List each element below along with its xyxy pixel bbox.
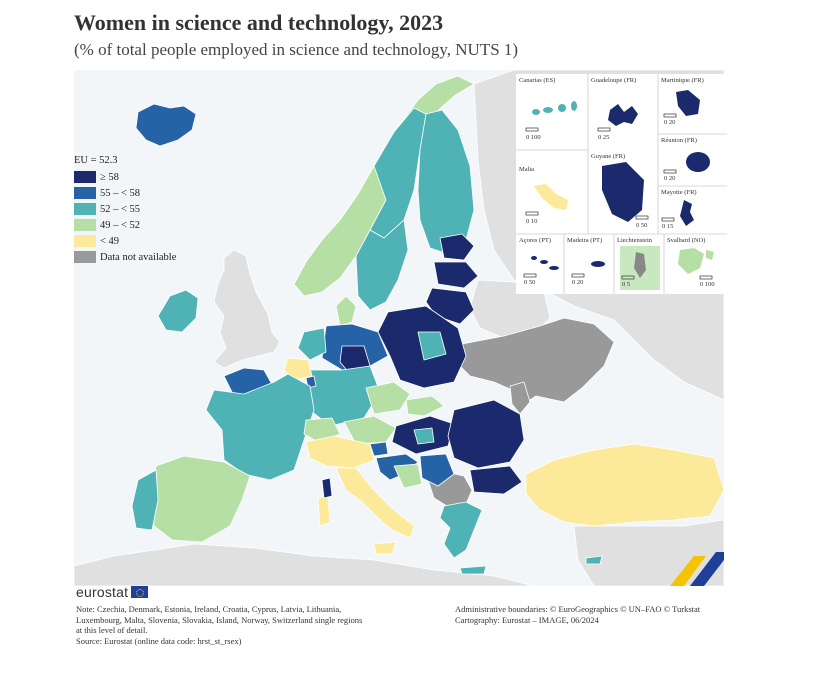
region-greece [439,501,483,559]
legend-swatch [74,251,96,263]
region-romania [447,399,525,469]
region-france [205,373,315,481]
map-legend: EU = 52.3 ≥ 58 55 – < 58 52 – < 55 49 – … [74,155,176,265]
legend-item: 49 – < 52 [74,217,176,233]
legend-label: 52 – < 55 [100,203,141,215]
legend-swatch [74,203,96,215]
cartography-credits: Administrative boundaries: © EuroGeograp… [455,604,701,625]
region-spain [151,455,251,543]
legend-label: 49 – < 52 [100,219,141,231]
legend-swatch [74,187,96,199]
region-sweden-south [355,219,409,311]
region-slovenia [369,441,389,457]
decor-yellow-stripe [670,556,706,586]
legend-item: 52 – < 55 [74,201,176,217]
region-netherlands [297,327,327,361]
page-title: Women in science and technology, 2023 [74,10,444,35]
legend-swatch [74,171,96,183]
legend-item: ≥ 58 [74,169,176,185]
region-estonia [439,233,475,261]
region-cyprus [585,555,603,565]
region-denmark [335,295,357,327]
legend-label: Data not available [100,251,177,263]
region-finland [417,109,475,255]
region-belgium [283,357,313,381]
region-sweden-north [369,107,427,239]
region-bulgaria [469,465,523,495]
region-corsica [321,477,333,499]
region-sicily [373,541,397,555]
legend-label: ≥ 58 [100,171,119,183]
region-portugal [131,469,159,531]
legend-item: < 49 [74,233,176,249]
region-latvia [433,261,479,289]
legend-swatch [74,219,96,231]
inset-reunion: Réunion (FR) 0 20 [658,134,727,186]
legend-label: < 49 [100,235,120,247]
legend-swatch [74,235,96,247]
region-moldova [509,381,531,415]
region-sardinia [317,495,331,527]
region-iceland [135,103,197,147]
region-uk [213,249,281,369]
region-italy [335,467,415,539]
region-ireland [157,289,199,333]
eu-flag-icon [131,586,149,598]
inset-liechtenstein: Liechtenstein 0 5 [614,234,664,294]
region-slovakia [405,395,445,417]
decor-blue-stripe [690,552,724,586]
inset-svalbard: Svalbard (NO) 0 100 [667,237,715,288]
region-czechia [365,381,411,415]
inset-acores: Açores (PT) 0 50 [516,234,564,294]
page-subtitle: (% of total people employed in science a… [74,40,519,59]
legend-eu-average: EU = 52.3 [74,155,118,166]
inset-malta: Malta 0 10 [516,150,588,234]
region-hungary-central [413,427,435,445]
region-turkey [525,443,724,527]
region-italy-north [305,435,375,469]
region-poland-central [417,331,447,361]
region-crete [459,565,487,575]
region-africa [74,543,535,586]
inset-maps-panel: Canarias (ES) 0 100 Guadeloupe (FR) 0 25… [516,74,727,294]
legend-item: Data not available [74,249,176,265]
region-ukraine [455,317,615,405]
legend-item: 55 – < 58 [74,185,176,201]
legend-label: 55 – < 58 [100,187,141,199]
inset-dividers [516,74,727,294]
inset-martinique: Martinique (FR) 0 20 [661,77,704,126]
inset-mayotte: Mayotte (FR) 0 15 [661,189,697,230]
region-serbia [419,453,455,487]
inset-guyane: Guyane (FR) 0 50 [591,153,649,229]
inset-canarias: Canarias (ES) 0 100 [516,74,588,150]
footnote: Note: Czechia, Denmark, Estonia, Ireland… [76,604,363,646]
inset-madeira: Madeira (PT) 0 20 [564,234,614,294]
region-bosnia [393,463,423,489]
inset-guadeloupe: Guadeloupe (FR) 0 25 [591,77,638,141]
eurostat-logo: eurostat [76,584,149,600]
